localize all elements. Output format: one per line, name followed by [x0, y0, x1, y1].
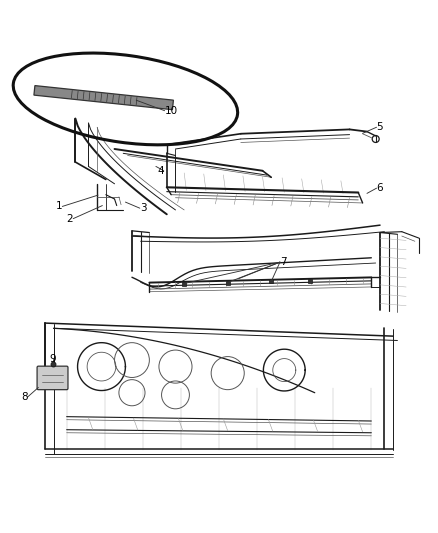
Text: 8: 8	[21, 392, 28, 402]
Text: 7: 7	[280, 257, 286, 267]
FancyBboxPatch shape	[37, 366, 68, 390]
Text: 6: 6	[377, 183, 383, 193]
Text: 4: 4	[157, 166, 164, 176]
Text: 9: 9	[49, 354, 56, 364]
Text: 2: 2	[67, 214, 73, 224]
Bar	[34, 86, 173, 110]
Text: 10: 10	[165, 106, 178, 116]
Text: 3: 3	[140, 203, 146, 213]
Text: 5: 5	[377, 122, 383, 132]
Text: 1: 1	[56, 201, 62, 212]
